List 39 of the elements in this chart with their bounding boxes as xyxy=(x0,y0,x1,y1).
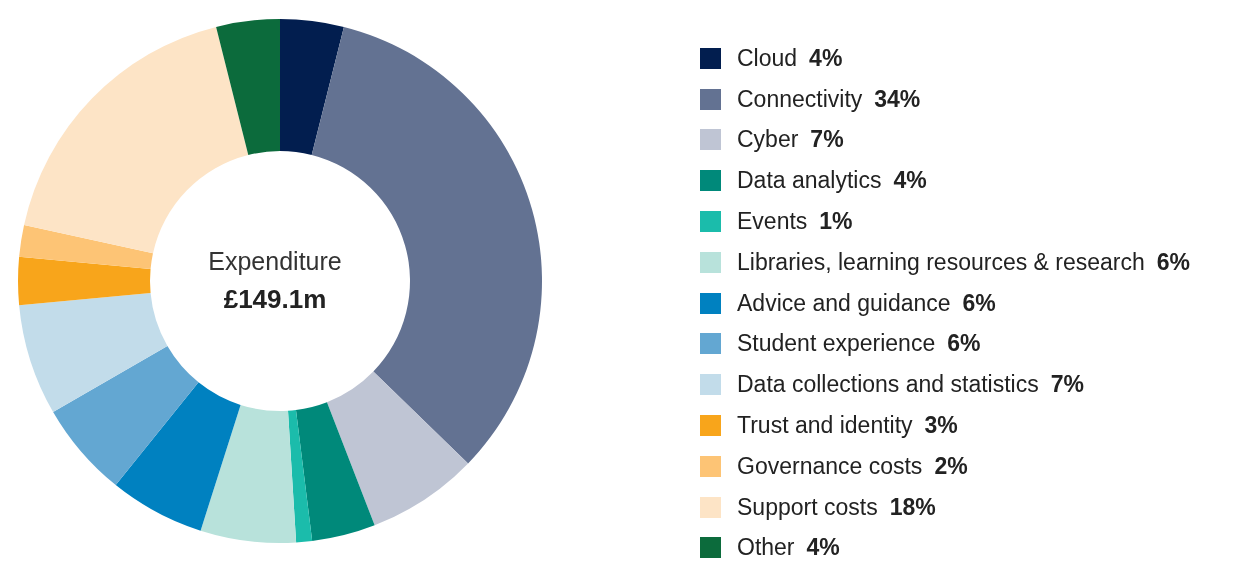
data-label: 6% xyxy=(947,330,981,358)
data-label: 2% xyxy=(934,452,968,480)
donut-slice xyxy=(18,256,151,306)
data-label: 4% xyxy=(806,534,840,562)
donut-slice xyxy=(216,19,280,155)
data-label: 1% xyxy=(819,208,853,236)
legend-label: Trust and identity xyxy=(737,412,913,440)
text: Expenditure xyxy=(208,247,342,275)
data-label: 3% xyxy=(924,412,958,440)
data-label: 6% xyxy=(1156,248,1191,276)
donut-slice xyxy=(19,292,168,412)
data-label: 7% xyxy=(1050,371,1084,399)
legend-label: Cyber xyxy=(737,126,799,154)
legend-label: Events xyxy=(737,208,808,236)
donut-slice xyxy=(19,224,154,270)
data-label: 4% xyxy=(809,44,843,72)
donut-slice xyxy=(200,404,297,543)
legend-label: Cloud xyxy=(737,44,798,72)
donut-slice xyxy=(288,410,313,543)
legend-label: Libraries, learning resources & research xyxy=(737,248,1145,276)
data-label: 6% xyxy=(962,289,996,317)
legend-label: Support costs xyxy=(737,493,878,521)
legend-label: Student experience xyxy=(737,330,936,358)
donut-slice xyxy=(280,19,344,155)
legend-label: Data analytics xyxy=(737,167,882,195)
legend-label: Other xyxy=(737,534,795,562)
data-label: 4% xyxy=(893,167,927,195)
data-label: 34% xyxy=(874,85,921,113)
donut-slice xyxy=(115,382,241,531)
donut-slice xyxy=(326,371,469,526)
data-label: 7% xyxy=(810,126,844,154)
data-label: 18% xyxy=(889,493,936,521)
donut-slice xyxy=(295,402,375,542)
donut-slice xyxy=(53,346,199,486)
legend-label: Advice and guidance xyxy=(737,289,951,317)
legend-label: Connectivity xyxy=(737,85,863,113)
text: £149.1m xyxy=(223,284,327,314)
legend-label: Data collections and statistics xyxy=(737,371,1039,399)
legend-label: Governance costs xyxy=(737,452,923,480)
